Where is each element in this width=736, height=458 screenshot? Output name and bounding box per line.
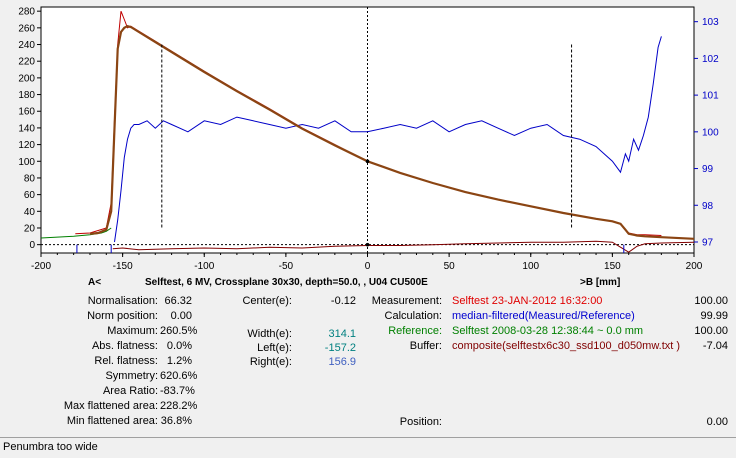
right-value: 156.9 xyxy=(328,356,356,368)
y-left-tick-label: 60 xyxy=(24,190,36,201)
stat-label: Min flattened area: xyxy=(66,415,158,427)
stat-label: Maximum: xyxy=(107,325,158,337)
x-tick-label: 0 xyxy=(365,261,371,272)
series-line-calculation xyxy=(114,36,662,243)
reference-text: Selftest 2008-03-28 12:38:44 ~ 0.0 mm xyxy=(452,325,644,337)
stat-label: Normalisation: xyxy=(87,295,158,307)
left-value: -157.2 xyxy=(324,342,356,354)
stat-value: 36.8% xyxy=(160,415,192,427)
y-right-tick-label: 99 xyxy=(702,164,714,175)
stat-value: 0.0% xyxy=(166,340,192,352)
measurement-text: Selftest 23-JAN-2012 16:32:00 xyxy=(452,295,603,307)
markers-layer xyxy=(76,44,625,253)
b-side-label: >B [mm] xyxy=(580,277,620,288)
x-tick-label: -150 xyxy=(113,261,133,272)
y-axis-left-ticks: 0 20 40 60 80 100 120 140 160 180 200 220 240 260 280 xyxy=(18,7,41,251)
y-left-tick-label: 0 xyxy=(29,240,35,251)
series-line-fit xyxy=(89,25,695,240)
y-left-tick-label: 100 xyxy=(18,157,35,168)
y-left-tick-label: 140 xyxy=(18,123,35,134)
y-left-tick-label: 240 xyxy=(18,40,35,51)
right-label: Right(e): xyxy=(249,356,292,368)
profile-chart[interactable]: -200 -150 -100 -50 0 50 100 150 200 0 20 40 60 80 100… xyxy=(0,0,736,290)
y-right-tick-label: 100 xyxy=(702,127,719,138)
calculation-value: 99.99 xyxy=(700,310,728,322)
y-left-tick-label: 40 xyxy=(24,207,36,218)
stat-value: 620.6% xyxy=(160,370,198,382)
stat-value: 1.2% xyxy=(166,355,192,367)
y-left-tick-label: 160 xyxy=(18,107,35,118)
x-tick-label: -50 xyxy=(279,261,294,272)
reference-label: Reference: xyxy=(388,325,442,337)
zero-dot xyxy=(365,242,370,247)
stat-label: Max flattened area: xyxy=(63,400,158,412)
center-value: -0.12 xyxy=(330,295,356,307)
y-right-tick-label: 97 xyxy=(702,237,714,248)
y-axis-right-ticks: 97 98 99 100 101 102 103 xyxy=(694,17,719,248)
status-bar: Penumbra too wide xyxy=(0,437,736,458)
y-right-tick-label: 101 xyxy=(702,91,719,102)
width-label: Width(e): xyxy=(247,328,292,340)
stat-value: -83.7% xyxy=(160,385,195,397)
left-label: Left(e): xyxy=(257,342,292,354)
y-right-tick-label: 103 xyxy=(702,17,719,28)
center-label: Center(e): xyxy=(242,295,292,307)
measurement-label: Measurement: xyxy=(371,295,442,307)
stat-label: Rel. flatness: xyxy=(94,355,158,367)
stat-value: 66.32 xyxy=(164,295,192,307)
center-dot xyxy=(365,159,370,164)
y-left-tick-label: 180 xyxy=(18,90,35,101)
x-tick-label: 150 xyxy=(604,261,621,272)
series-layer xyxy=(40,11,695,253)
statistics-panel: Normalisation: 66.32 Norm position: 0.00 Max… xyxy=(0,291,736,437)
measurement-value: 100.00 xyxy=(694,295,728,307)
stat-label: Norm position: xyxy=(87,310,158,322)
x-tick-label: -100 xyxy=(194,261,214,272)
x-tick-label: 100 xyxy=(522,261,539,272)
x-tick-label: 50 xyxy=(444,261,456,272)
chart-grid xyxy=(41,7,694,253)
chart-title: Selftest, 6 MV, Crossplane 30x30, depth=… xyxy=(145,277,428,288)
calculation-label: Calculation: xyxy=(384,310,442,322)
a-side-label: A< xyxy=(88,277,101,288)
position-value: 0.00 xyxy=(706,416,728,428)
series-line-buffer xyxy=(112,240,695,253)
buffer-text: composite(selftestx6c30_ssd100_d050mw.tx… xyxy=(452,340,681,352)
stat-label: Abs. flatness: xyxy=(91,340,158,352)
profile-plot[interactable]: -200 -150 -100 -50 0 50 100 150 200 0 20 40 60 80 100… xyxy=(0,0,736,290)
stat-label: Symmetry: xyxy=(105,370,158,382)
calculation-text: median-filtered(Measured/Reference) xyxy=(452,310,635,322)
y-right-tick-label: 102 xyxy=(702,54,719,65)
reference-value: 100.00 xyxy=(694,325,728,337)
buffer-value: -7.04 xyxy=(702,340,728,352)
position-label: Position: xyxy=(399,416,442,428)
y-left-tick-label: 200 xyxy=(18,73,35,84)
stat-label: Area Ratio: xyxy=(102,385,158,397)
stat-value: 260.5% xyxy=(160,325,198,337)
buffer-label: Buffer: xyxy=(409,340,442,352)
y-left-tick-label: 80 xyxy=(24,173,36,184)
x-axis-ticks: -200 -150 -100 -50 0 50 100 150 200 xyxy=(31,253,703,272)
x-tick-label: -200 xyxy=(31,261,51,272)
status-text: Penumbra too wide xyxy=(3,441,98,453)
y-right-tick-label: 98 xyxy=(702,201,714,212)
y-left-tick-label: 120 xyxy=(18,140,35,151)
stat-value: 228.2% xyxy=(160,400,198,412)
stat-value: 0.00 xyxy=(170,310,192,322)
x-tick-label: 200 xyxy=(686,261,703,272)
y-left-tick-label: 220 xyxy=(18,57,35,68)
width-value: 314.1 xyxy=(328,328,356,340)
y-left-tick-label: 20 xyxy=(24,223,36,234)
y-left-tick-label: 260 xyxy=(18,23,35,34)
y-left-tick-label: 280 xyxy=(18,7,35,18)
